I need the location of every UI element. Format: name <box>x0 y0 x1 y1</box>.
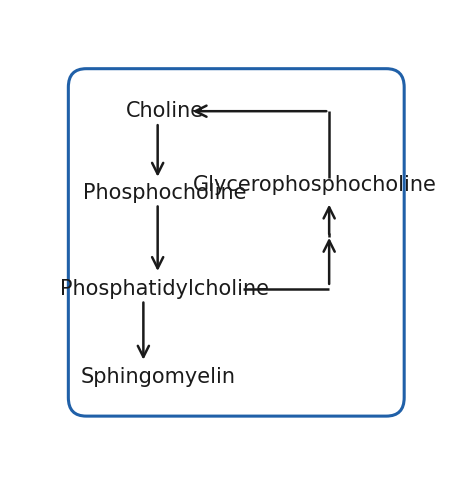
Text: Choline: Choline <box>126 101 204 121</box>
Text: Glycerophosphocholine: Glycerophosphocholine <box>193 175 437 195</box>
Text: Phosphatidylcholine: Phosphatidylcholine <box>60 278 269 299</box>
Text: Sphingomyelin: Sphingomyelin <box>80 367 235 387</box>
Text: Phosphocholine: Phosphocholine <box>83 182 247 203</box>
